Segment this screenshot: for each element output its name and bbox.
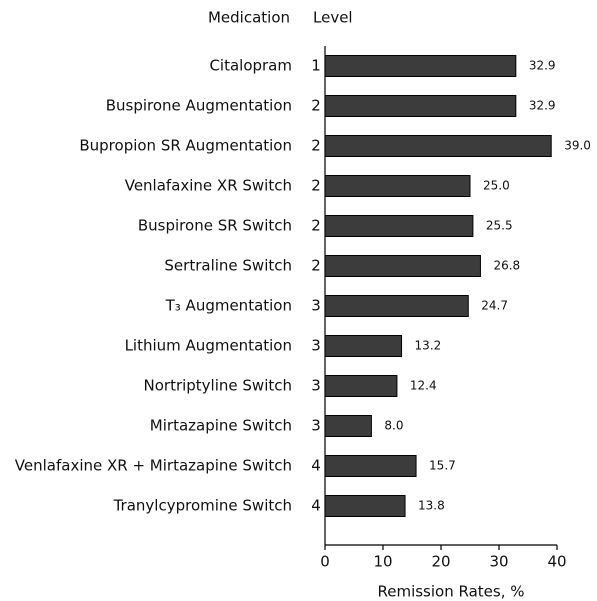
- bar: [324, 215, 474, 237]
- x-tick-label: 40: [547, 553, 566, 571]
- value-label: 32.9: [529, 59, 556, 73]
- value-label: 25.0: [483, 179, 510, 193]
- level-label: 2: [311, 97, 321, 115]
- column-header: Level: [313, 9, 353, 27]
- category-label: Mirtazapine Switch: [150, 417, 292, 435]
- bar: [324, 335, 403, 357]
- category-label: Bupropion SR Augmentation: [79, 137, 292, 155]
- level-label: 4: [311, 497, 321, 515]
- x-axis-label: Remission Rates, %: [377, 583, 524, 601]
- bar: [324, 175, 471, 197]
- value-label: 8.0: [384, 419, 403, 433]
- category-label: Venlafaxine XR + Mirtazapine Switch: [15, 457, 292, 475]
- value-label: 13.2: [415, 339, 442, 353]
- value-label: 12.4: [410, 379, 437, 393]
- category-label: Buspirone Augmentation: [106, 97, 292, 115]
- bar: [324, 415, 372, 437]
- value-label: 13.8: [418, 499, 445, 513]
- x-tick-label: 0: [320, 553, 330, 571]
- category-label: Tranylcypromine Switch: [113, 497, 292, 515]
- category-label: T₃ Augmentation: [165, 297, 292, 315]
- value-label: 24.7: [481, 299, 508, 313]
- level-label: 3: [311, 417, 321, 435]
- level-label: 4: [311, 457, 321, 475]
- x-tick-label: 10: [373, 553, 392, 571]
- bar: [324, 95, 517, 117]
- category-label: Citalopram: [209, 57, 292, 75]
- category-label: Nortriptyline Switch: [144, 377, 293, 395]
- value-label: 15.7: [429, 459, 456, 473]
- level-label: 3: [311, 377, 321, 395]
- level-label: 2: [311, 177, 321, 195]
- category-label: Venlafaxine XR Switch: [125, 177, 292, 195]
- bar: [324, 455, 417, 477]
- category-label: Sertraline Switch: [164, 257, 292, 275]
- column-header: Medication: [208, 9, 290, 27]
- level-label: 2: [311, 257, 321, 275]
- bar: [324, 55, 517, 77]
- level-label: 2: [311, 137, 321, 155]
- category-label: Buspirone SR Switch: [138, 217, 292, 235]
- bar: [324, 295, 469, 317]
- bar: [324, 495, 406, 517]
- value-label: 32.9: [529, 99, 556, 113]
- category-label: Lithium Augmentation: [125, 337, 292, 355]
- level-label: 2: [311, 217, 321, 235]
- level-label: 3: [311, 337, 321, 355]
- x-tick-label: 30: [489, 553, 508, 571]
- bar: [324, 375, 398, 397]
- level-label: 1: [311, 57, 321, 75]
- x-tick-label: 20: [431, 553, 450, 571]
- value-label: 25.5: [486, 219, 513, 233]
- level-label: 3: [311, 297, 321, 315]
- value-label: 39.0: [564, 139, 591, 153]
- bar: [324, 135, 552, 157]
- bar: [324, 255, 481, 277]
- value-label: 26.8: [493, 259, 520, 273]
